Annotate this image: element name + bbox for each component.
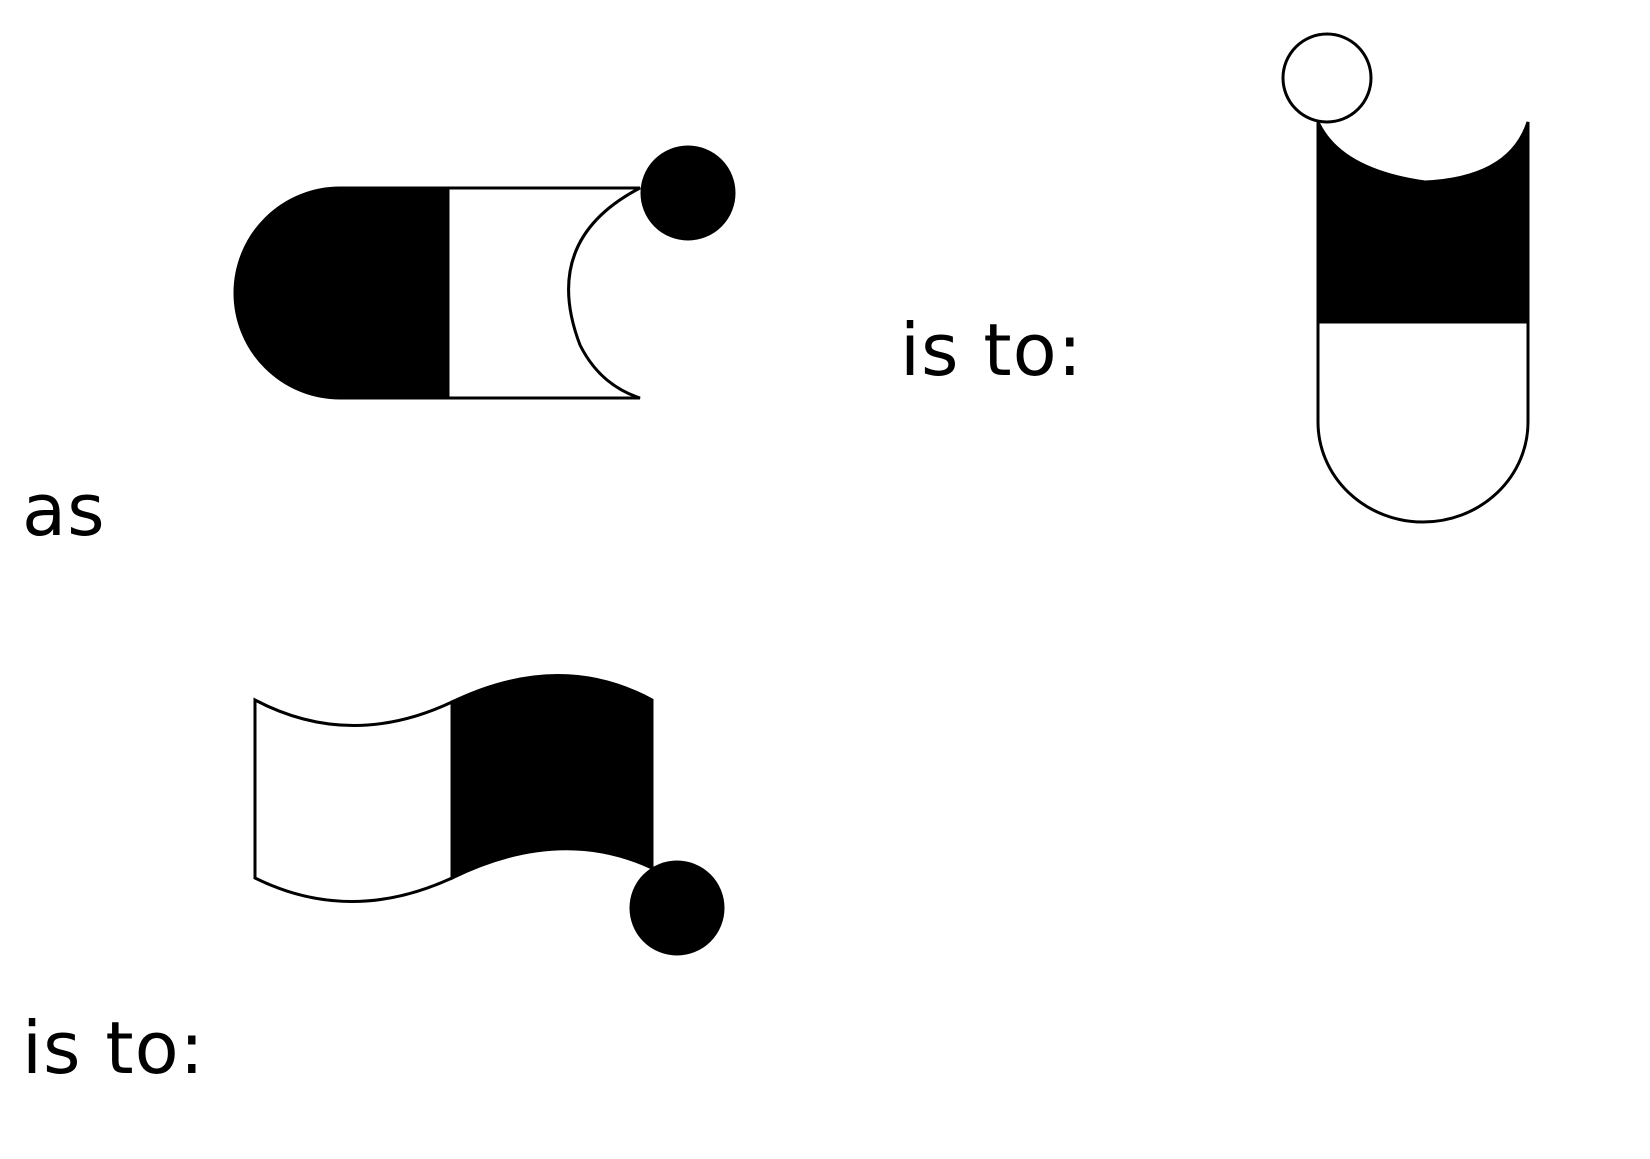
black-dot-icon [640, 145, 736, 241]
black-dot-icon [629, 860, 725, 956]
capsule-vertical-white-half [1316, 320, 1530, 524]
wave-flag-white-half [253, 697, 454, 903]
is-to-label-bottom: is to: [22, 1006, 205, 1090]
capsule-vertical-icon [1281, 32, 1530, 524]
is-to-label-top: is to: [900, 308, 1083, 392]
capsule-horizontal-icon [233, 145, 736, 400]
wave-flag-black-half [450, 674, 654, 881]
wave-flag-icon [253, 674, 725, 956]
capsule-horizontal-white-half [446, 186, 641, 400]
capsule-horizontal-black-half [233, 186, 450, 400]
white-circle-icon [1281, 32, 1373, 124]
capsule-vertical-black-half [1316, 121, 1530, 324]
as-label: as [22, 468, 106, 552]
